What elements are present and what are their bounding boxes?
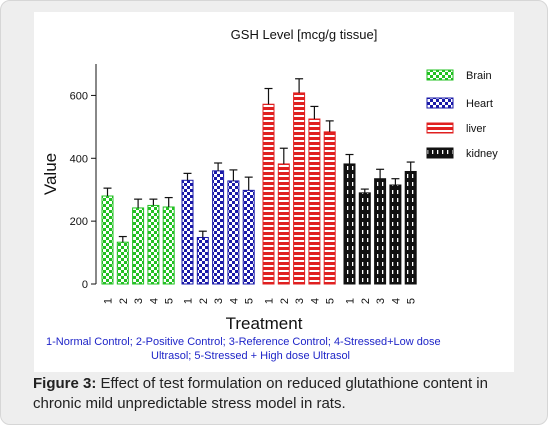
footnote-line-2: Ultrasol; 5-Stressed + High dose Ultraso… <box>151 350 350 362</box>
x-tick-label: 1 <box>103 298 115 304</box>
bar-brain-5 <box>162 206 175 285</box>
legend-swatch-heart <box>426 97 454 109</box>
bar-kidney-5 <box>404 170 417 285</box>
bar-brain-1 <box>101 195 114 285</box>
y-tick-label: 0 <box>82 279 88 291</box>
chart-title: GSH Level [mcg/g tissue] <box>231 27 378 42</box>
bar-brain-3 <box>132 207 145 285</box>
caption-text: Effect of test formulation on reduced gl… <box>33 375 488 412</box>
legend-label-heart: Heart <box>466 98 493 110</box>
bar-liver-2 <box>277 163 290 285</box>
bar-brain-4 <box>147 204 160 285</box>
x-tick-label: 2 <box>360 298 372 304</box>
bar-liver-1 <box>262 103 275 285</box>
x-tick-label: 2 <box>279 298 291 304</box>
legend-swatch-liver <box>426 122 454 134</box>
bar-heart-2 <box>196 236 209 285</box>
legend-swatch-brain <box>426 69 454 81</box>
x-tick-label: 4 <box>390 298 402 304</box>
legend-swatch-kidney <box>426 147 454 159</box>
x-tick-label: 2 <box>198 298 210 304</box>
footnote-line-1: 1-Normal Control; 2-Positive Control; 3-… <box>46 336 441 348</box>
bar-kidney-4 <box>389 184 402 285</box>
bar-kidney-3 <box>374 178 387 285</box>
bar-heart-5 <box>242 189 255 285</box>
bar-kidney-1 <box>343 163 356 285</box>
y-tick-label: 600 <box>70 90 88 102</box>
x-tick-label: 4 <box>309 298 321 304</box>
x-tick-label: 3 <box>133 298 145 304</box>
bar-liver-3 <box>293 92 306 285</box>
x-tick-label: 5 <box>325 298 337 304</box>
x-tick-label: 3 <box>213 298 225 304</box>
bar-heart-4 <box>227 180 240 285</box>
x-tick-label: 5 <box>406 298 418 304</box>
legend-label-kidney: kidney <box>466 148 498 160</box>
y-axis-label: Value <box>41 153 60 195</box>
bar-heart-3 <box>212 170 225 285</box>
gsh-chart: GSH Level [mcg/g tissue] Value Treatment… <box>41 27 498 362</box>
x-tick-label: 2 <box>118 298 130 304</box>
bar-liver-4 <box>308 118 321 285</box>
x-tick-label: 4 <box>148 298 160 304</box>
caption-label: Figure 3: <box>33 375 97 392</box>
figure-caption: Figure 3: Effect of test formulation on … <box>33 374 533 414</box>
x-tick-label: 1 <box>183 298 195 304</box>
x-tick-label: 3 <box>294 298 306 304</box>
plot-panel: GSH Level [mcg/g tissue] Value Treatment… <box>34 12 514 372</box>
x-tick-label: 1 <box>345 298 357 304</box>
bar-brain-2 <box>116 241 129 285</box>
bar-kidney-2 <box>358 192 371 285</box>
y-tick-label: 200 <box>70 216 88 228</box>
x-tick-label: 5 <box>244 298 256 304</box>
x-tick-label: 5 <box>164 298 176 304</box>
x-tick-label: 4 <box>228 298 240 304</box>
bar-liver-5 <box>323 131 336 285</box>
y-tick-label: 400 <box>70 153 88 165</box>
legend-label-liver: liver <box>466 123 487 135</box>
bar-heart-1 <box>181 179 194 285</box>
legend-label-brain: Brain <box>466 70 492 82</box>
x-tick-label: 3 <box>375 298 387 304</box>
x-axis-label: Treatment <box>226 314 303 333</box>
x-tick-label: 1 <box>264 298 276 304</box>
